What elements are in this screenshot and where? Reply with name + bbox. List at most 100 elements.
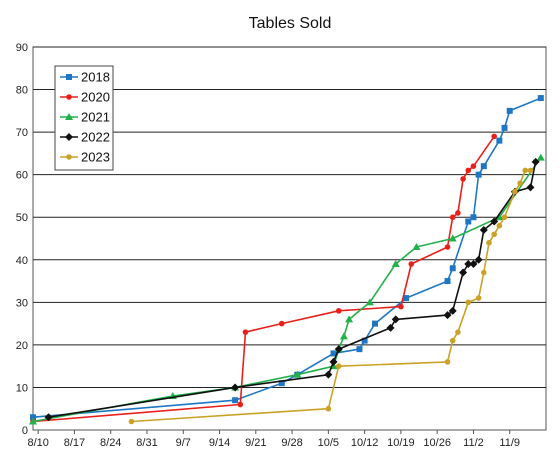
legend-marker xyxy=(66,154,72,160)
series-2020 xyxy=(30,133,497,425)
y-tick-label: 70 xyxy=(16,127,28,139)
y-tick-label: 30 xyxy=(16,297,28,309)
y-tick-label: 40 xyxy=(16,255,28,267)
data-point-2021 xyxy=(412,243,421,251)
x-tick-label: 9/28 xyxy=(281,437,302,449)
data-point-2020 xyxy=(470,163,477,169)
data-point-2022 xyxy=(324,370,333,379)
data-point-2018 xyxy=(356,346,363,353)
x-tick-label: 10/19 xyxy=(387,437,415,449)
data-point-2018 xyxy=(470,214,477,221)
data-point-2023 xyxy=(512,188,518,195)
data-point-2020 xyxy=(278,320,285,327)
x-tick-label: 8/31 xyxy=(136,437,157,449)
y-axis-ticks: 0 10 20 30 40 50 60 70 80 90 xyxy=(16,42,28,437)
x-tick-label: 9/21 xyxy=(245,437,266,449)
data-point-2022 xyxy=(479,225,488,234)
data-point-2018 xyxy=(444,278,451,285)
data-point-2021 xyxy=(495,213,504,221)
legend-item-2023: 2023 xyxy=(60,150,110,165)
data-point-2018 xyxy=(361,337,368,344)
data-point-2023 xyxy=(491,231,497,238)
legend: 2018 2020 2021 2022 2023 xyxy=(54,65,114,171)
legend-item-2020: 2020 xyxy=(60,90,110,105)
y-tick-label: 0 xyxy=(22,425,28,437)
x-tick-label: 10/26 xyxy=(423,437,451,449)
data-point-2022 xyxy=(334,345,343,354)
y-tick-label: 60 xyxy=(16,170,28,182)
x-tick-label: 11/2 xyxy=(463,437,484,449)
data-point-2020 xyxy=(449,214,456,221)
data-point-2022 xyxy=(391,315,400,324)
data-point-2018 xyxy=(232,397,239,404)
data-point-2018 xyxy=(501,124,508,131)
data-point-2023 xyxy=(449,337,456,344)
y-tick-label: 20 xyxy=(16,340,28,352)
chart-title: Tables Sold xyxy=(249,15,332,32)
legend-item-2021: 2021 xyxy=(60,110,110,125)
series-2022 xyxy=(44,157,540,422)
legend-marker xyxy=(65,133,73,141)
data-point-2018 xyxy=(465,218,472,225)
x-tick-label: 8/10 xyxy=(27,437,48,449)
data-point-2023 xyxy=(444,359,451,365)
data-point-2022 xyxy=(531,157,540,166)
legend-marker xyxy=(66,94,72,100)
x-tick-label: 8/17 xyxy=(64,437,85,449)
data-point-2018 xyxy=(278,380,285,387)
data-point-2020 xyxy=(398,303,404,310)
data-point-2021 xyxy=(448,234,457,242)
y-tick-label: 80 xyxy=(16,85,28,97)
data-point-2022 xyxy=(443,311,452,320)
data-point-2023 xyxy=(517,180,523,186)
data-point-2021 xyxy=(293,370,302,378)
data-point-2018 xyxy=(403,295,410,302)
data-point-2023 xyxy=(465,299,472,306)
y-tick-label: 50 xyxy=(16,212,28,224)
data-point-2023 xyxy=(325,405,332,412)
data-point-2022 xyxy=(329,357,338,366)
data-point-2022 xyxy=(490,217,499,226)
data-point-2021 xyxy=(29,417,37,425)
data-point-2021 xyxy=(536,153,545,161)
data-point-2020 xyxy=(491,133,497,140)
data-point-2022 xyxy=(44,413,53,422)
data-point-2018 xyxy=(30,414,36,421)
data-point-2018 xyxy=(372,320,378,327)
legend-label: 2018 xyxy=(81,70,110,85)
legend-items: 2018 2020 2021 2022 2023 xyxy=(60,70,110,165)
legend-label: 2020 xyxy=(81,90,110,105)
data-point-2020 xyxy=(444,244,451,250)
data-point-2022 xyxy=(448,306,457,315)
data-point-2021 xyxy=(391,260,400,268)
data-point-2023 xyxy=(335,363,342,369)
data-point-2020 xyxy=(237,401,244,408)
data-point-2018 xyxy=(449,265,456,272)
data-point-2022 xyxy=(469,260,478,269)
data-point-2020 xyxy=(335,308,342,314)
legend-marker xyxy=(65,113,73,120)
data-point-2021 xyxy=(365,298,374,306)
data-point-2023 xyxy=(522,167,529,174)
legend-item-2022: 2022 xyxy=(60,130,110,145)
data-point-2018 xyxy=(506,107,513,114)
legend-box xyxy=(54,65,114,171)
data-point-2018 xyxy=(330,350,337,357)
data-point-2022 xyxy=(386,323,395,332)
y-tick-label: 90 xyxy=(16,42,28,54)
legend-item-2018: 2018 xyxy=(60,70,110,85)
data-point-2021 xyxy=(339,332,348,340)
series-layer xyxy=(29,95,545,425)
data-point-2020 xyxy=(455,210,461,216)
data-point-2023 xyxy=(501,214,508,221)
data-point-2023 xyxy=(527,167,534,174)
data-point-2022 xyxy=(459,268,468,277)
data-point-2022 xyxy=(464,260,473,269)
x-tick-label: 9/7 xyxy=(176,437,191,449)
x-tick-label: 10/5 xyxy=(318,437,339,449)
gridlines xyxy=(33,46,546,388)
data-point-2021 xyxy=(345,315,354,323)
data-point-2022 xyxy=(526,183,535,192)
